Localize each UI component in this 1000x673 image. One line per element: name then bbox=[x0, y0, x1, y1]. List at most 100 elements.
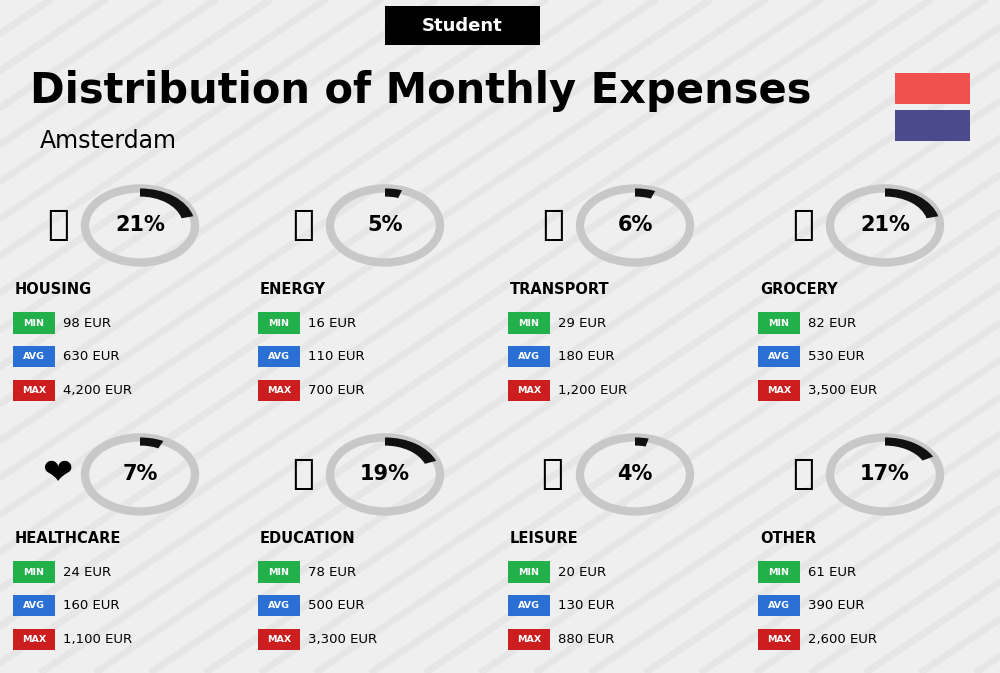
FancyBboxPatch shape bbox=[13, 346, 55, 367]
Wedge shape bbox=[385, 188, 402, 198]
Text: AVG: AVG bbox=[268, 352, 290, 361]
Text: 390 EUR: 390 EUR bbox=[808, 599, 864, 612]
Text: 🚌: 🚌 bbox=[542, 209, 564, 242]
Text: 78 EUR: 78 EUR bbox=[308, 565, 356, 579]
Text: 🔌: 🔌 bbox=[292, 209, 314, 242]
Wedge shape bbox=[635, 437, 649, 446]
Text: MIN: MIN bbox=[268, 567, 290, 577]
Wedge shape bbox=[635, 188, 655, 199]
Text: 17%: 17% bbox=[860, 464, 910, 485]
Text: 500 EUR: 500 EUR bbox=[308, 599, 364, 612]
FancyBboxPatch shape bbox=[508, 595, 550, 616]
Text: MIN: MIN bbox=[268, 318, 290, 328]
FancyBboxPatch shape bbox=[13, 629, 55, 650]
FancyBboxPatch shape bbox=[258, 346, 300, 367]
Text: 160 EUR: 160 EUR bbox=[63, 599, 120, 612]
Text: 🎓: 🎓 bbox=[292, 458, 314, 491]
Text: 880 EUR: 880 EUR bbox=[558, 633, 614, 646]
Text: LEISURE: LEISURE bbox=[510, 531, 579, 546]
Text: 1,100 EUR: 1,100 EUR bbox=[63, 633, 132, 646]
Text: 630 EUR: 630 EUR bbox=[63, 350, 120, 363]
Text: Student: Student bbox=[422, 17, 503, 34]
Text: 4%: 4% bbox=[617, 464, 653, 485]
Text: Distribution of Monthly Expenses: Distribution of Monthly Expenses bbox=[30, 70, 812, 112]
FancyBboxPatch shape bbox=[508, 629, 550, 650]
Wedge shape bbox=[885, 188, 938, 218]
Text: MAX: MAX bbox=[517, 386, 541, 395]
Text: MAX: MAX bbox=[267, 635, 291, 644]
FancyBboxPatch shape bbox=[758, 312, 800, 334]
FancyBboxPatch shape bbox=[258, 312, 300, 334]
Text: MAX: MAX bbox=[767, 386, 791, 395]
FancyBboxPatch shape bbox=[895, 110, 970, 141]
Text: 16 EUR: 16 EUR bbox=[308, 316, 356, 330]
Text: 🛍️: 🛍️ bbox=[542, 458, 564, 491]
Text: MIN: MIN bbox=[24, 567, 44, 577]
FancyBboxPatch shape bbox=[258, 561, 300, 583]
Text: 130 EUR: 130 EUR bbox=[558, 599, 615, 612]
Text: 82 EUR: 82 EUR bbox=[808, 316, 856, 330]
Text: MIN: MIN bbox=[768, 567, 790, 577]
Text: MAX: MAX bbox=[267, 386, 291, 395]
Text: 98 EUR: 98 EUR bbox=[63, 316, 111, 330]
FancyBboxPatch shape bbox=[13, 380, 55, 401]
Text: 19%: 19% bbox=[360, 464, 410, 485]
Wedge shape bbox=[140, 188, 193, 218]
Text: ❤️: ❤️ bbox=[43, 458, 73, 491]
FancyBboxPatch shape bbox=[13, 312, 55, 334]
Text: GROCERY: GROCERY bbox=[760, 282, 838, 297]
FancyBboxPatch shape bbox=[13, 561, 55, 583]
FancyBboxPatch shape bbox=[758, 629, 800, 650]
Text: 👛: 👛 bbox=[792, 458, 814, 491]
Text: MAX: MAX bbox=[22, 635, 46, 644]
Text: MAX: MAX bbox=[517, 635, 541, 644]
FancyBboxPatch shape bbox=[508, 312, 550, 334]
FancyBboxPatch shape bbox=[895, 73, 970, 104]
Text: AVG: AVG bbox=[518, 601, 540, 610]
Text: AVG: AVG bbox=[23, 601, 45, 610]
Text: 🥦: 🥦 bbox=[792, 209, 814, 242]
Text: MIN: MIN bbox=[518, 318, 540, 328]
Text: 7%: 7% bbox=[122, 464, 158, 485]
Text: AVG: AVG bbox=[768, 601, 790, 610]
Text: 3,300 EUR: 3,300 EUR bbox=[308, 633, 377, 646]
FancyBboxPatch shape bbox=[758, 380, 800, 401]
Text: 6%: 6% bbox=[617, 215, 653, 236]
Text: MAX: MAX bbox=[22, 386, 46, 395]
Text: 4,200 EUR: 4,200 EUR bbox=[63, 384, 132, 397]
Text: 21%: 21% bbox=[115, 215, 165, 236]
Text: AVG: AVG bbox=[768, 352, 790, 361]
FancyBboxPatch shape bbox=[13, 595, 55, 616]
Text: AVG: AVG bbox=[268, 601, 290, 610]
Text: 21%: 21% bbox=[860, 215, 910, 236]
Text: ENERGY: ENERGY bbox=[260, 282, 326, 297]
Text: 20 EUR: 20 EUR bbox=[558, 565, 606, 579]
FancyBboxPatch shape bbox=[508, 380, 550, 401]
Text: MIN: MIN bbox=[768, 318, 790, 328]
Wedge shape bbox=[385, 437, 436, 464]
Text: Amsterdam: Amsterdam bbox=[40, 129, 177, 153]
Text: 24 EUR: 24 EUR bbox=[63, 565, 111, 579]
Text: 530 EUR: 530 EUR bbox=[808, 350, 865, 363]
FancyBboxPatch shape bbox=[385, 6, 540, 45]
Text: HOUSING: HOUSING bbox=[15, 282, 92, 297]
Text: 110 EUR: 110 EUR bbox=[308, 350, 365, 363]
Text: MAX: MAX bbox=[767, 635, 791, 644]
Text: TRANSPORT: TRANSPORT bbox=[510, 282, 610, 297]
Text: MIN: MIN bbox=[24, 318, 44, 328]
Text: 3,500 EUR: 3,500 EUR bbox=[808, 384, 877, 397]
Text: 2,600 EUR: 2,600 EUR bbox=[808, 633, 877, 646]
FancyBboxPatch shape bbox=[758, 346, 800, 367]
Text: 1,200 EUR: 1,200 EUR bbox=[558, 384, 627, 397]
Wedge shape bbox=[140, 437, 163, 448]
Text: AVG: AVG bbox=[518, 352, 540, 361]
Text: 🏢: 🏢 bbox=[47, 209, 69, 242]
FancyBboxPatch shape bbox=[508, 346, 550, 367]
Text: 180 EUR: 180 EUR bbox=[558, 350, 614, 363]
Wedge shape bbox=[885, 437, 933, 460]
Text: 61 EUR: 61 EUR bbox=[808, 565, 856, 579]
Text: 5%: 5% bbox=[367, 215, 403, 236]
FancyBboxPatch shape bbox=[258, 380, 300, 401]
Text: HEALTHCARE: HEALTHCARE bbox=[15, 531, 121, 546]
Text: MIN: MIN bbox=[518, 567, 540, 577]
